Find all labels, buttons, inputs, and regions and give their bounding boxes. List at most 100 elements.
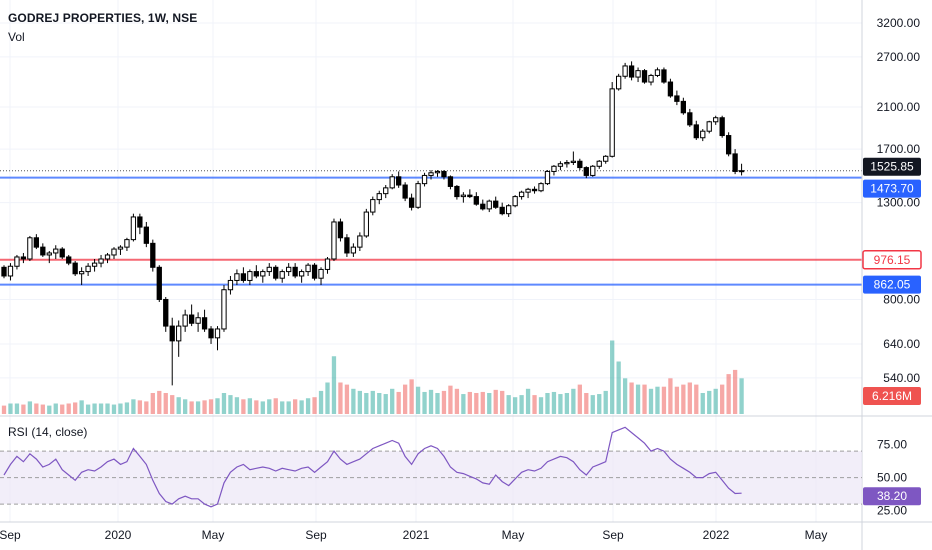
candle-body — [331, 221, 337, 260]
candle-body — [434, 170, 441, 174]
candle-body — [273, 266, 279, 279]
candle — [680, 97, 687, 115]
volume-bar — [344, 384, 350, 414]
last-price-tag-text: 1525.85 — [870, 160, 914, 174]
time-tick-label: 2021 — [403, 528, 430, 542]
volume-bar — [195, 401, 201, 414]
candle — [383, 185, 389, 199]
volume-bar — [176, 397, 181, 414]
candle — [201, 309, 208, 332]
candle-body — [641, 70, 648, 83]
volume-bar — [254, 400, 259, 414]
candle-body — [648, 74, 654, 83]
time-tick-label: Sep — [0, 528, 21, 542]
support-tag-862: 862.05 — [863, 275, 921, 294]
candle-body — [531, 188, 538, 192]
candle — [350, 243, 357, 257]
volume-bar — [202, 400, 207, 414]
candle — [415, 180, 421, 209]
volume-bar — [428, 389, 434, 414]
candle-body — [91, 262, 98, 267]
price-tick-label: 640.00 — [883, 337, 920, 351]
volume-bar — [551, 391, 557, 414]
candle — [331, 218, 337, 262]
volume-bar — [674, 386, 680, 414]
candle — [156, 265, 162, 302]
last-price-tag: 1525.85 — [863, 157, 921, 176]
candle-body — [195, 317, 201, 324]
candle-body — [370, 199, 376, 213]
volume-bar — [234, 397, 240, 414]
price-tick-label: 1700.00 — [877, 142, 921, 156]
volume-bar — [66, 403, 71, 414]
volume-bar — [584, 393, 589, 414]
candle-body — [454, 185, 460, 198]
candle-body — [441, 170, 447, 178]
candle-body — [344, 237, 350, 254]
rsi-line — [3, 426, 742, 508]
volume-bar — [519, 395, 524, 414]
candle — [713, 115, 719, 125]
rsi-value-tag-text: 38.20 — [877, 489, 907, 503]
chart-title: GODREJ PROPERTIES, 1W, NSE — [8, 11, 198, 25]
candle-body — [53, 248, 59, 254]
candle — [59, 247, 65, 259]
candle-body — [551, 165, 557, 172]
rsi-tick-label: 75.00 — [877, 437, 907, 451]
volume-bar — [1, 405, 7, 414]
volume-bar — [40, 404, 45, 414]
candle-body — [104, 254, 111, 260]
candle — [700, 129, 706, 142]
volume-bar — [538, 397, 544, 414]
candle-body — [357, 235, 363, 248]
candle-body — [408, 197, 415, 208]
volume-bar — [305, 398, 311, 414]
candle — [493, 196, 499, 209]
volume-bar — [629, 382, 634, 414]
volume-bar — [700, 393, 705, 414]
candle — [53, 245, 59, 259]
candle-body — [124, 239, 130, 248]
candle-body — [363, 211, 369, 237]
candle — [635, 67, 641, 83]
candle-body — [59, 248, 65, 258]
volume-bar — [655, 386, 660, 414]
candle-body — [14, 256, 20, 267]
volume-bar — [668, 378, 673, 414]
candle — [363, 208, 369, 238]
volume-bar — [325, 382, 330, 414]
candle-body — [150, 242, 156, 268]
volume-bar — [118, 403, 123, 414]
candle-body — [85, 265, 91, 273]
candle — [169, 317, 175, 386]
rsi-label: RSI (14, close) — [8, 425, 88, 439]
candle — [531, 186, 538, 194]
rsi-band — [0, 450, 862, 505]
time-tick-label: 2022 — [703, 528, 730, 542]
resistance-tag-976: 976.15 — [862, 250, 922, 270]
candle-body — [661, 69, 667, 83]
candle-body — [700, 130, 706, 139]
volume-bar — [357, 390, 362, 414]
volume-bar — [694, 384, 699, 414]
volume-bar — [92, 403, 97, 414]
volume-bar — [390, 388, 395, 414]
volume-bar — [713, 388, 718, 414]
candle — [14, 254, 20, 270]
candle — [143, 221, 149, 248]
candle — [117, 245, 124, 255]
volume-label: Vol — [8, 30, 25, 44]
candle-body — [169, 325, 175, 342]
candle-body — [240, 273, 247, 281]
candle-body — [311, 264, 318, 279]
candle — [551, 165, 557, 176]
time-tick-label: 2020 — [105, 528, 132, 542]
volume-tag-text: 6.216M — [872, 389, 912, 403]
candle-body — [732, 153, 738, 172]
candle — [279, 269, 285, 283]
volume-bar — [34, 403, 39, 414]
candle-body — [182, 314, 188, 327]
candle — [214, 326, 221, 351]
candle — [311, 263, 318, 281]
